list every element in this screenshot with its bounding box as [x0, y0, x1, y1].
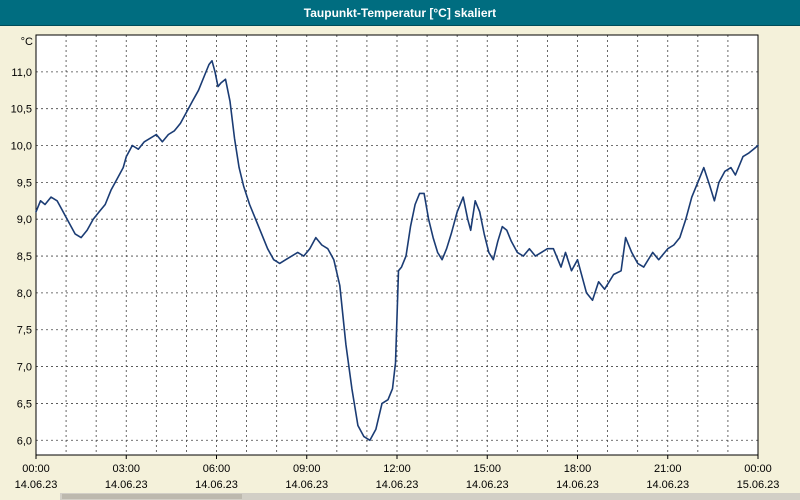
- x-date-label: 14.06.23: [646, 479, 689, 491]
- y-tick-label: 8,5: [17, 251, 32, 263]
- horizontal-scrollbar[interactable]: [60, 493, 800, 500]
- x-date-label: 14.06.23: [105, 479, 148, 491]
- chart-canvas: 6,0 6,5 7,0 7,5 8,0 8,5 9,0 9,5 10,0 10,5 11,0 °C 00…: [11, 34, 780, 491]
- x-date-label: 14.06.23: [195, 479, 238, 491]
- y-tick-label: 9,0: [17, 214, 32, 226]
- x-date-label: 14.06.23: [466, 479, 509, 491]
- y-tick-label: 10,0: [11, 141, 32, 153]
- x-time-label: 21:00: [654, 463, 682, 475]
- x-time-label: 03:00: [112, 463, 140, 475]
- x-date-label: 14.06.23: [285, 479, 328, 491]
- x-date-label: 14.06.23: [556, 479, 599, 491]
- x-time-label: 18:00: [564, 463, 592, 475]
- x-date-label: 14.06.23: [376, 479, 419, 491]
- temperature-line: [35, 59, 759, 442]
- x-time-label: 00:00: [22, 463, 50, 475]
- y-tick-label: 11,0: [11, 67, 32, 79]
- y-tick-label: 9,5: [17, 177, 32, 189]
- x-date-label: 15.06.23: [737, 479, 780, 491]
- y-tick-label: 7,5: [17, 325, 32, 337]
- y-axis-unit-label: °C: [21, 36, 33, 48]
- y-tick-label: 7,0: [17, 362, 32, 374]
- x-time-label: 15:00: [473, 463, 501, 475]
- y-tick-label: 6,5: [17, 398, 32, 410]
- x-date-label: 14.06.23: [15, 479, 58, 491]
- y-tick-label: 8,0: [17, 288, 32, 300]
- x-time-label: 06:00: [203, 463, 231, 475]
- x-time-label: 09:00: [293, 463, 321, 475]
- title-bar: Taupunkt-Temperatur [°C] skaliert: [0, 0, 800, 26]
- y-tick-label: 10,5: [11, 104, 32, 116]
- x-time-label: 12:00: [383, 463, 411, 475]
- chart-title: Taupunkt-Temperatur [°C] skaliert: [303, 5, 497, 20]
- y-tick-label: 6,0: [17, 435, 32, 447]
- horizontal-scrollbar-thumb[interactable]: [62, 494, 242, 499]
- x-time-label: 00:00: [744, 463, 772, 475]
